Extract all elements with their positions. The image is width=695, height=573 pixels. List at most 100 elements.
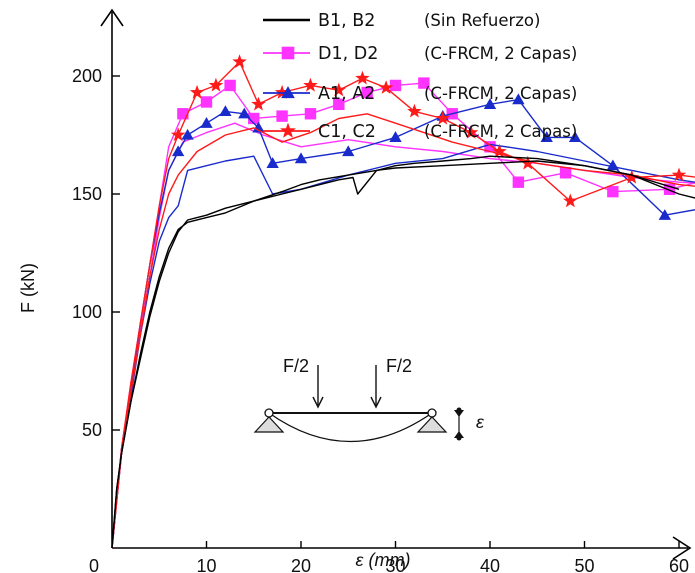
series-d1-d2 [111, 77, 695, 549]
star-marker [274, 84, 290, 99]
tick-marks [112, 75, 680, 548]
triangle-marker [342, 145, 355, 157]
square-marker [663, 183, 676, 195]
square-marker [484, 141, 496, 153]
legend-item: D1, D2 (C-FRCM, 2 Capas) [263, 44, 577, 64]
star-marker [303, 77, 318, 92]
series-line [111, 155, 695, 549]
legend-item: A1, A2 (C-FRCM, 2 Capas) [263, 84, 577, 104]
star-marker [378, 80, 394, 94]
series-line [111, 143, 695, 549]
deflection-label: ε [476, 412, 485, 432]
series-layer [111, 54, 695, 549]
triangle-marker [606, 159, 620, 171]
star-marker [170, 127, 186, 142]
triangle-marker [568, 131, 582, 142]
axes [100, 8, 692, 560]
legend-label: C1, C2 [318, 122, 376, 142]
legend-note: (C-FRCM, 2 Capas) [424, 44, 577, 63]
tick-labels: 01020304050607050100150200250300 [72, 66, 689, 573]
legend-note: (Sin Refuerzo) [424, 11, 540, 30]
triangle-marker [181, 128, 194, 140]
square-marker [389, 79, 402, 92]
square-marker [361, 86, 373, 99]
square-marker [281, 46, 295, 60]
legend: B1, B2 (Sin Refuerzo) D1, D2 (C-FRCM, 2 Cap… [263, 11, 577, 142]
beam-diagram: F/2 F/2 ε [253, 356, 485, 443]
triangle-marker [483, 98, 497, 109]
triangle-marker [389, 131, 402, 142]
star-marker [331, 82, 346, 97]
triangle-marker [200, 117, 213, 128]
star-marker [189, 84, 205, 99]
deflection-dim-top [454, 410, 464, 417]
star-marker [435, 110, 450, 125]
load-label-left: F/2 [283, 356, 309, 376]
legend-label: D1, D2 [318, 44, 378, 64]
square-marker [276, 110, 288, 122]
x-tick-label: 0 [89, 556, 99, 573]
y-tick-label: 50 [82, 420, 102, 440]
triangle-marker [219, 105, 232, 117]
support-right [416, 416, 448, 433]
star-marker [520, 155, 535, 170]
star-marker [624, 169, 639, 184]
support-pin-right [427, 408, 437, 418]
x-tick-label: 10 [196, 556, 216, 573]
triangle-marker [252, 121, 265, 133]
y-axis-arrow [100, 8, 124, 27]
deflection-dim-bottom [454, 431, 464, 438]
legend-note: (C-FRCM, 2 Capas) [424, 84, 577, 103]
deflection-dot-bottom [456, 435, 462, 441]
legend-note: (C-FRCM, 2 Capas) [424, 122, 577, 141]
series-line [111, 113, 695, 549]
support-left [253, 416, 285, 433]
load-arrowhead-left [312, 396, 324, 409]
x-axis-arrow [672, 536, 692, 560]
star-marker [251, 96, 266, 111]
legend-label: B1, B2 [318, 11, 375, 31]
star-marker [232, 54, 247, 68]
legend-label: A1, A2 [318, 84, 375, 104]
star-marker [492, 143, 507, 158]
square-marker [177, 108, 189, 120]
deflection-dot-top [456, 407, 462, 413]
square-marker [333, 98, 345, 111]
star-marker [463, 125, 479, 139]
square-marker [248, 112, 260, 125]
y-tick-label: 200 [72, 66, 102, 86]
series-b1-b2 [111, 155, 695, 549]
x-tick-label: 60 [669, 556, 689, 573]
star-marker [208, 77, 224, 92]
series-line [111, 160, 680, 549]
star-marker [671, 167, 687, 182]
series-line [111, 82, 695, 549]
y-tick-label: 150 [72, 184, 102, 204]
legend-item: C1, C2 (C-FRCM, 2 Capas) [263, 122, 577, 142]
triangle-marker [540, 131, 553, 142]
series-a1-a2 [111, 93, 695, 549]
triangle-marker [294, 152, 308, 164]
star-marker [355, 70, 370, 85]
square-marker [304, 108, 317, 120]
square-marker [512, 176, 525, 188]
square-marker [607, 185, 619, 198]
square-marker [200, 96, 213, 108]
legend-item: B1, B2 (Sin Refuerzo) [263, 11, 540, 31]
triangle-marker [266, 157, 279, 168]
x-tick-label: 20 [291, 556, 311, 573]
y-axis-label: F (kN) [18, 263, 38, 313]
triangle-marker [512, 93, 525, 105]
deflected-shape [268, 412, 433, 443]
triangle-marker [171, 145, 185, 157]
star-marker [280, 122, 296, 138]
load-label-right: F/2 [386, 356, 412, 376]
x-tick-label: 30 [385, 556, 405, 573]
triangle-marker [238, 107, 251, 119]
x-tick-label: 40 [480, 556, 500, 573]
y-tick-label: 100 [72, 302, 102, 322]
x-tick-label: 50 [574, 556, 594, 573]
series-c1-c2 [111, 54, 695, 549]
x-axis-label: ε (mm) [356, 550, 411, 570]
square-marker [418, 77, 430, 89]
